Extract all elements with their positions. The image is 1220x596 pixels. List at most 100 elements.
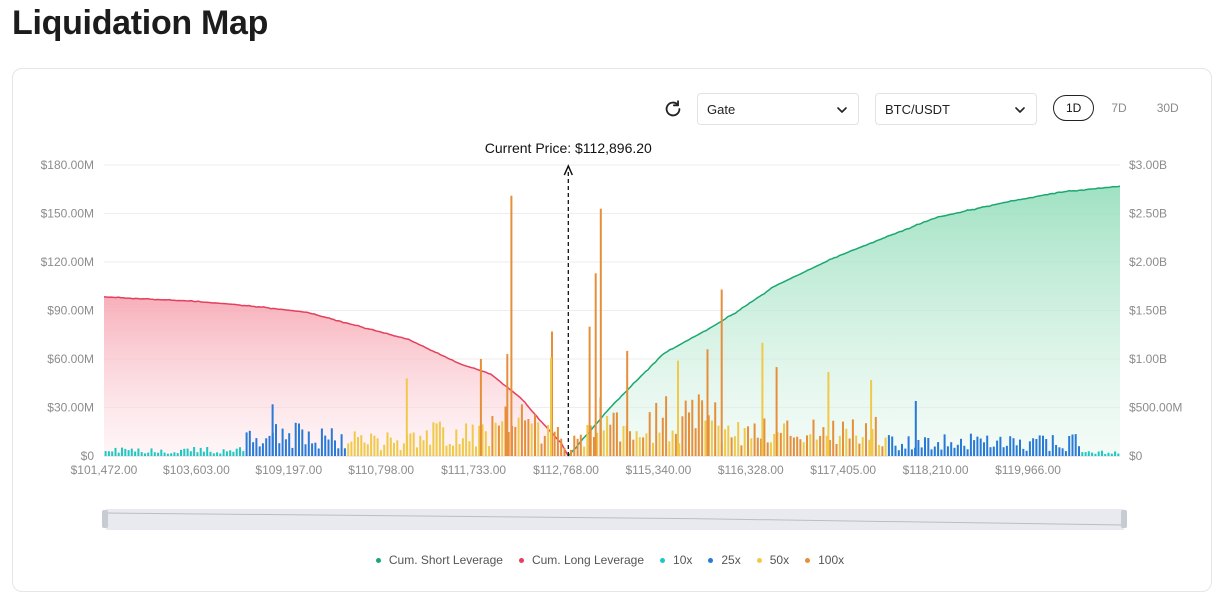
tab-1d[interactable]: 1D — [1053, 95, 1095, 121]
bar-100x — [806, 435, 808, 456]
bar-25x — [1045, 439, 1048, 456]
bar-peak-100x — [720, 289, 723, 456]
bar-25x — [983, 442, 985, 456]
range-slider-track[interactable] — [106, 509, 1124, 530]
tab-30d[interactable]: 30D — [1156, 101, 1179, 115]
bar-50x — [717, 425, 720, 456]
legend-dot-icon — [660, 557, 666, 563]
bar-10x — [111, 451, 114, 456]
bar-100x — [740, 445, 743, 456]
bar-peak-25x — [914, 401, 917, 456]
tab-7d[interactable]: 7D — [1111, 101, 1127, 115]
bar-100x — [553, 431, 556, 456]
bar-25x — [917, 440, 920, 456]
legend-50x[interactable]: 50x — [756, 553, 789, 567]
bar-25x — [1032, 438, 1035, 456]
bar-50x — [465, 423, 468, 456]
range-slider-right-handle[interactable] — [1121, 510, 1127, 528]
bar-50x — [530, 423, 533, 456]
bar-25x — [910, 449, 913, 456]
bar-50x — [494, 422, 497, 456]
legend-label: Cum. Long Leverage — [531, 553, 645, 567]
bar-100x — [701, 400, 704, 456]
bar-25x — [907, 436, 910, 456]
refresh-icon[interactable] — [662, 98, 684, 120]
bar-100x — [573, 435, 576, 456]
y-right-tick-label: $2.50B — [1129, 207, 1167, 221]
bar-10x — [193, 447, 196, 456]
y-left-tick-label: $30.00M — [47, 401, 94, 415]
bar-50x — [733, 436, 736, 456]
bar-100x — [842, 421, 844, 456]
bar-50x — [602, 430, 605, 456]
range-slider-left-handle[interactable] — [102, 510, 108, 528]
bar-25x — [897, 450, 900, 456]
bar-100x — [612, 412, 615, 456]
bar-50x — [379, 450, 382, 456]
bar-25x — [258, 446, 261, 456]
bar-25x — [956, 444, 959, 456]
bar-50x — [861, 437, 864, 456]
legend-10x[interactable]: 10x — [660, 553, 692, 567]
legend-cum-long[interactable]: Cum. Long Leverage — [518, 553, 645, 567]
bar-50x — [868, 439, 871, 456]
bar-peak-100x — [588, 326, 591, 456]
bar-100x — [655, 402, 658, 456]
bar-100x — [661, 417, 664, 456]
bar-50x — [412, 432, 415, 456]
x-tick-label: $115,340.00 — [625, 463, 691, 477]
bar-25x — [340, 434, 343, 456]
pair-select-value: BTC/USDT — [885, 101, 950, 117]
bar-10x — [1084, 452, 1087, 456]
bar-10x — [114, 447, 117, 456]
bar-25x — [1074, 434, 1077, 456]
bar-100x — [694, 428, 697, 456]
bar-25x — [311, 443, 314, 456]
bar-50x — [455, 429, 458, 456]
bar-50x — [416, 447, 418, 456]
pair-select[interactable]: BTC/USDT — [875, 93, 1037, 125]
bar-10x — [117, 452, 120, 456]
bar-50x — [501, 421, 504, 456]
bar-50x — [468, 441, 471, 456]
bar-25x — [281, 428, 284, 456]
bar-50x — [393, 442, 395, 456]
chevron-down-icon — [837, 107, 847, 113]
bar-10x — [150, 448, 153, 456]
bar-25x — [265, 438, 268, 456]
bar-100x — [753, 423, 756, 456]
range-slider[interactable] — [102, 509, 1127, 530]
bar-25x — [1038, 435, 1041, 456]
bar-25x — [337, 448, 340, 456]
y-left-tick-label: $120.00M — [41, 255, 94, 269]
bar-100x — [563, 447, 566, 456]
bar-25x — [301, 429, 304, 456]
bar-50x — [396, 440, 399, 456]
bar-100x — [760, 438, 763, 456]
legend-label: 25x — [721, 553, 741, 567]
bar-25x — [1002, 447, 1005, 456]
bar-50x — [484, 431, 487, 456]
bar-peak-50x — [550, 357, 552, 456]
bar-50x — [360, 435, 363, 456]
legend-cum-short[interactable]: Cum. Short Leverage — [375, 553, 503, 567]
bar-100x — [609, 424, 612, 456]
y-right-tick-label: $500.00M — [1129, 401, 1182, 415]
bar-25x — [989, 447, 992, 456]
bar-25x — [930, 449, 933, 456]
bar-50x — [802, 442, 805, 456]
y-right-tick-label: $1.00B — [1129, 352, 1167, 366]
legend-25x[interactable]: 25x — [708, 553, 741, 567]
bar-10x — [229, 450, 232, 456]
bar-100x — [556, 427, 559, 456]
bar-25x — [979, 438, 982, 456]
bar-50x — [488, 446, 491, 456]
x-tick-label: $110,798.00 — [348, 463, 414, 477]
bar-peak-50x — [677, 360, 679, 456]
bar-50x — [481, 424, 484, 456]
bar-peak-50x — [870, 380, 873, 456]
bar-25x — [1061, 448, 1064, 456]
exchange-select[interactable]: Gate — [697, 93, 859, 125]
x-tick-label: $112,768.00 — [533, 463, 599, 477]
legend-100x[interactable]: 100x — [805, 553, 844, 567]
